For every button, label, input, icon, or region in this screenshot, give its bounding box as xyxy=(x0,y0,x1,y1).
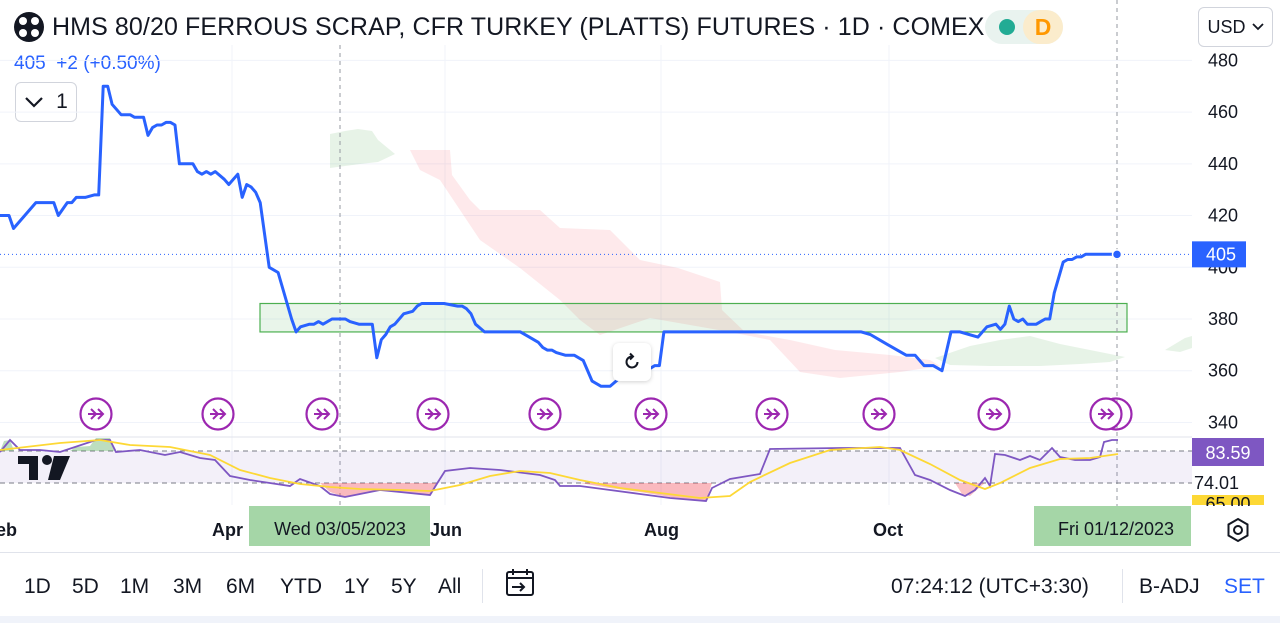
reset-chart-button[interactable] xyxy=(613,343,651,381)
range-button-6m[interactable]: 6M xyxy=(226,575,256,598)
date-range-icon[interactable] xyxy=(504,567,536,599)
crosshair-date-left: Wed 03/05/2023 xyxy=(274,519,406,539)
rsi-value-tag xyxy=(1192,438,1264,466)
x-tick-label: Jun xyxy=(430,520,462,540)
crosshair-date-right: Fri 01/12/2023 xyxy=(1058,519,1174,539)
symbol-logo-icon xyxy=(14,12,44,42)
last-price-tag: 405 xyxy=(1192,241,1246,268)
last-price-value: 405 xyxy=(1206,244,1236,264)
dividend-event-icon[interactable] xyxy=(755,397,789,431)
y-tick-label: 440 xyxy=(1208,154,1238,174)
reset-chart-icon xyxy=(625,352,639,369)
y-tick-label: 360 xyxy=(1208,361,1238,381)
y-tick-label: 480 xyxy=(1208,50,1238,70)
y-tick-label: 340 xyxy=(1208,412,1238,432)
dividend-event-icon[interactable] xyxy=(416,397,450,431)
range-button-5d[interactable]: 5D xyxy=(72,575,99,598)
cloud-green-tail xyxy=(1165,336,1192,352)
currency-label: USD xyxy=(1207,16,1246,37)
last-price-point xyxy=(1111,249,1123,260)
dividend-event-icon[interactable] xyxy=(1089,397,1123,431)
chevron-down-icon xyxy=(1251,23,1264,31)
dividend-event-icon[interactable] xyxy=(977,397,1011,431)
y-tick-label: 380 xyxy=(1208,309,1238,329)
time-axis[interactable]: eb Apr Jun Aug Oct Wed 03/05/2023 Fri 01… xyxy=(0,506,1191,546)
legend-change: +2 (+0.50%) xyxy=(56,53,161,74)
market-status-pill[interactable]: D xyxy=(985,10,1063,44)
legend-price: 405 xyxy=(14,53,46,74)
chart-header: HMS 80/20 FERROUS SCRAP, CFR TURKEY (PLA… xyxy=(14,12,985,42)
cloud-green xyxy=(330,129,395,168)
chevron-down-icon xyxy=(25,97,43,108)
symbol-title[interactable]: HMS 80/20 FERROUS SCRAP, CFR TURKEY (PLA… xyxy=(52,12,985,41)
rsi-ma-line xyxy=(0,439,1119,499)
x-tick-label: Aug xyxy=(644,520,679,540)
range-button-ytd[interactable]: YTD xyxy=(280,575,322,598)
dividend-event-icon[interactable] xyxy=(79,397,113,431)
delayed-data-badge[interactable]: D xyxy=(1023,10,1063,44)
session-toggle[interactable]: SET xyxy=(1224,575,1265,598)
dividend-event-icon[interactable] xyxy=(201,397,235,431)
event-markers[interactable] xyxy=(79,397,1133,431)
range-button-all[interactable]: All xyxy=(438,575,462,598)
price-chart[interactable]: 480460440420400380360340 405 83.59 74.01… xyxy=(0,0,1280,552)
cloud-red xyxy=(410,150,940,378)
crosshair-date-tag-right xyxy=(1034,506,1191,546)
tradingview-logo-icon xyxy=(18,455,70,480)
crosshair-date-tag-left xyxy=(249,506,430,546)
rsi-ma-value-tag xyxy=(1192,495,1264,505)
chart-settings-icon[interactable] xyxy=(1225,517,1251,543)
dividend-event-icon[interactable] xyxy=(528,397,562,431)
x-tick-label: Apr xyxy=(212,520,243,540)
market-open-dot xyxy=(999,19,1015,35)
currency-select[interactable]: USD xyxy=(1198,7,1273,47)
rsi-value: 83.59 xyxy=(1205,443,1250,463)
indicator-count: 1 xyxy=(56,90,68,113)
y-tick-label: 460 xyxy=(1208,102,1238,122)
adjustment-toggle[interactable]: B-ADJ xyxy=(1139,575,1200,598)
cloud-green-late xyxy=(935,336,1125,366)
dividend-event-icon[interactable] xyxy=(305,397,339,431)
price-line xyxy=(0,84,1117,388)
bottom-toolbar: 1D 5D 1M 3M 6M YTD 1Y 5Y All 07:24:12 (U… xyxy=(0,552,1280,617)
rsi-level-label: 74.01 xyxy=(1194,473,1239,493)
range-button-1y[interactable]: 1Y xyxy=(344,575,370,598)
rsi-pane[interactable]: 83.59 74.01 65.00 xyxy=(0,436,1264,514)
range-button-1m[interactable]: 1M xyxy=(120,575,150,598)
dividend-event-icon[interactable] xyxy=(862,397,896,431)
footer-strip xyxy=(0,616,1280,623)
rsi-band xyxy=(0,451,1192,483)
y-tick-label: 420 xyxy=(1208,206,1238,226)
range-button-5y[interactable]: 5Y xyxy=(391,575,417,598)
clock-timezone[interactable]: 07:24:12 (UTC+3:30) xyxy=(891,575,1089,598)
rsi-overbought-fill xyxy=(0,438,116,451)
price-legend: 405 +2 (+0.50%) xyxy=(14,53,161,75)
x-tick-label: Oct xyxy=(873,520,903,540)
range-highlight-box[interactable] xyxy=(259,302,1128,333)
collapse-indicators-button[interactable]: 1 xyxy=(15,82,77,122)
range-button-3m[interactable]: 3M xyxy=(173,575,203,598)
dividend-event-icon[interactable] xyxy=(634,397,668,431)
chart-grid xyxy=(0,45,1192,505)
range-button-1d[interactable]: 1D xyxy=(24,575,51,598)
toolbar-separator xyxy=(1122,569,1123,603)
toolbar-separator xyxy=(482,569,483,603)
rsi-line xyxy=(0,438,1118,502)
x-tick-label: eb xyxy=(0,520,17,540)
